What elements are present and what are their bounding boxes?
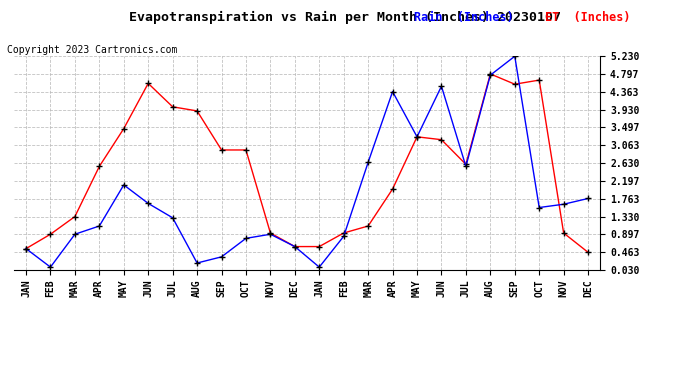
Text: ET  (Inches): ET (Inches) [545,11,631,24]
Text: Copyright 2023 Cartronics.com: Copyright 2023 Cartronics.com [7,45,177,55]
Text: Evapotranspiration vs Rain per Month (Inches) 20230107: Evapotranspiration vs Rain per Month (In… [129,11,561,24]
Text: Rain  (Inches): Rain (Inches) [414,11,514,24]
